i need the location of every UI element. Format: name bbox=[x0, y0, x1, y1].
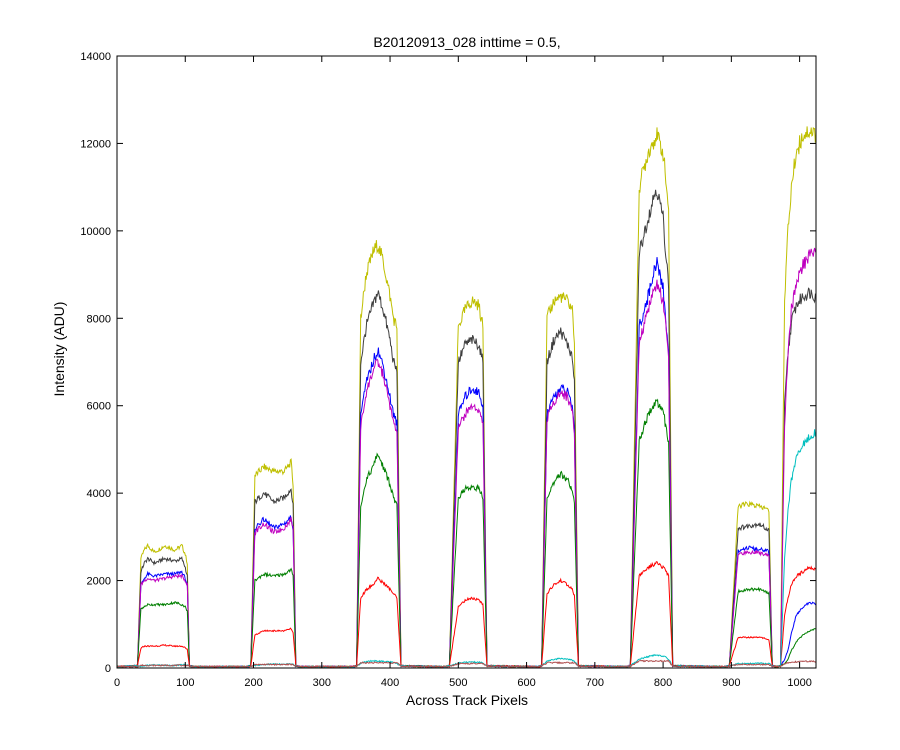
y-tick-label: 10000 bbox=[80, 226, 111, 238]
series-line-8 bbox=[117, 659, 816, 668]
x-tick-label: 400 bbox=[381, 677, 399, 689]
y-tick-label: 4000 bbox=[87, 488, 111, 500]
x-tick-label: 200 bbox=[244, 677, 262, 689]
y-tick-label: 12000 bbox=[80, 138, 111, 150]
series-line-7 bbox=[117, 429, 816, 668]
x-tick-label: 900 bbox=[722, 677, 740, 689]
x-tick-label: 300 bbox=[313, 677, 331, 689]
y-tick-label: 0 bbox=[105, 663, 111, 675]
series-line-3 bbox=[117, 257, 816, 668]
y-tick-label: 14000 bbox=[80, 51, 111, 63]
x-tick-label: 1000 bbox=[787, 677, 811, 689]
x-tick-label: 500 bbox=[449, 677, 467, 689]
plot-area bbox=[117, 126, 816, 668]
y-tick-label: 8000 bbox=[87, 313, 111, 325]
x-axis: 0 100 200 300 400 500 600 700 800 900 1000 bbox=[114, 56, 812, 689]
series-line-5 bbox=[117, 398, 816, 668]
x-axis-label: Across Track Pixels bbox=[406, 692, 528, 708]
series-line-6 bbox=[117, 561, 816, 668]
x-tick-label: 800 bbox=[654, 677, 672, 689]
y-axis-label: Intensity (ADU) bbox=[51, 302, 67, 397]
x-tick-label: 600 bbox=[517, 677, 535, 689]
x-tick-label: 700 bbox=[586, 677, 604, 689]
y-tick-label: 2000 bbox=[87, 576, 111, 588]
series-line-4 bbox=[117, 247, 816, 668]
y-axis: 0 2000 4000 6000 8000 10000 12000 14000 bbox=[80, 51, 816, 675]
y-tick-label: 6000 bbox=[87, 401, 111, 413]
x-tick-label: 0 bbox=[114, 677, 120, 689]
series-line-2 bbox=[117, 189, 816, 668]
plot-frame bbox=[116, 55, 817, 669]
x-tick-label: 100 bbox=[176, 677, 194, 689]
chart-title: B20120913_028 inttime = 0.5, bbox=[373, 34, 560, 50]
